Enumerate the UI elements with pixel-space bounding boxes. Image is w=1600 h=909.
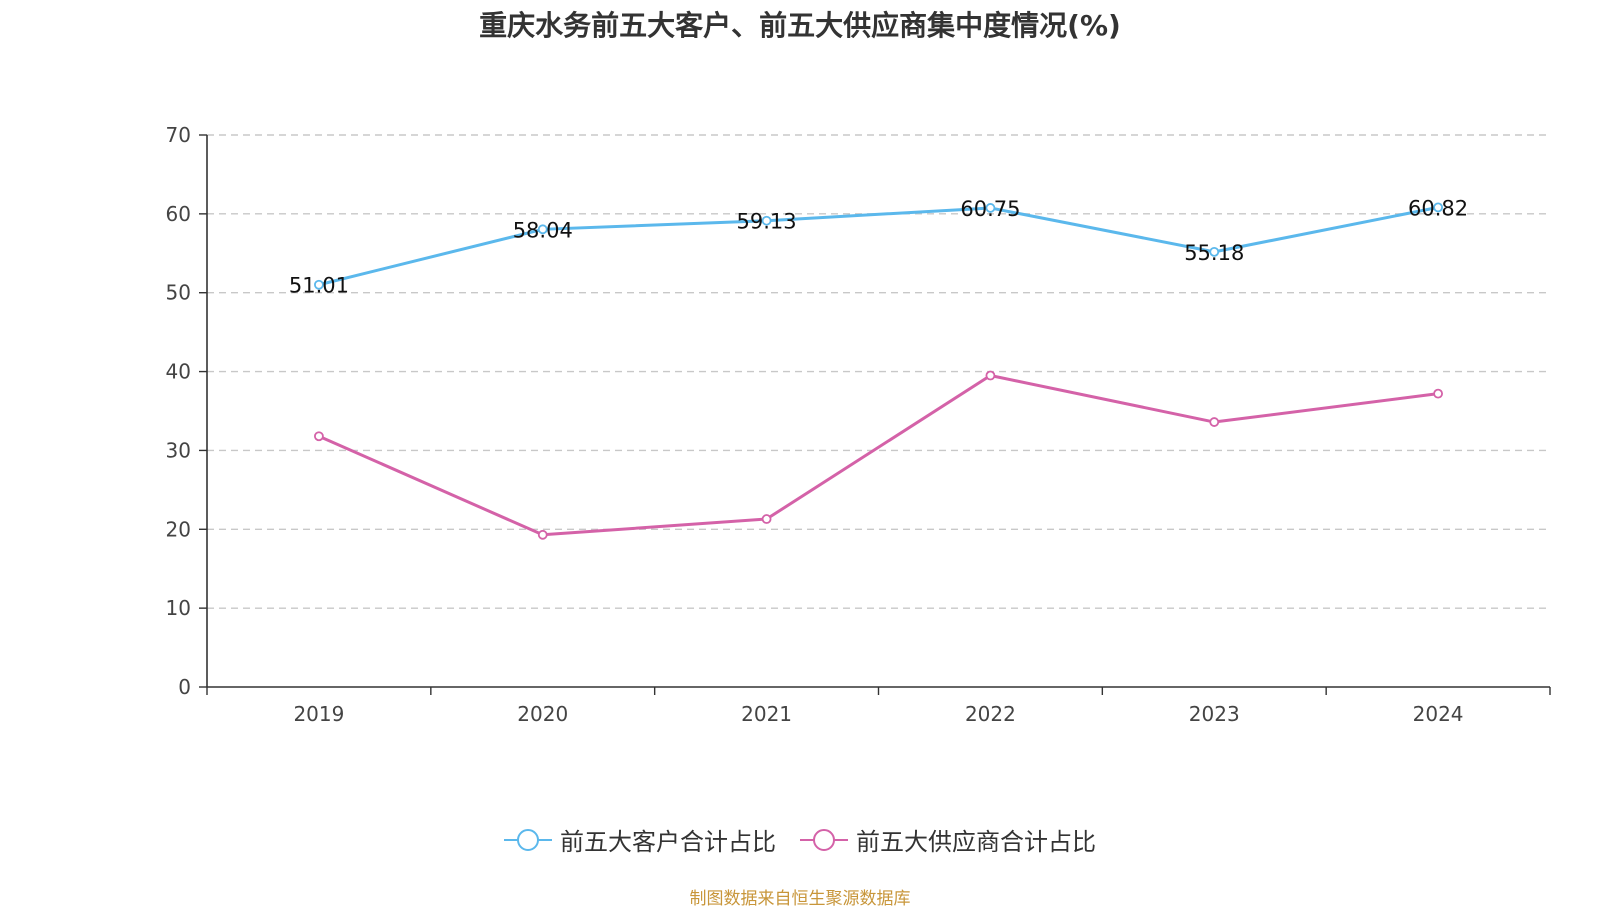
series-line-2 [318,374,1439,537]
grid-lines [207,134,1550,609]
data-label: 51.01 [289,274,349,298]
y-tick-label: 50 [166,281,191,305]
data-label: 58.04 [513,218,573,242]
data-point [761,514,772,524]
series-line-1 [318,205,1439,287]
legend-item-2[interactable]: 前五大供应商合计占比 [800,822,1096,857]
data-point [314,279,324,290]
x-tick-label: 2020 [517,702,568,726]
x-tick-label: 2021 [741,702,792,726]
data-labels: 51.01 58.04 59.13 60.75 55.18 60.82 [289,196,1468,297]
x-tick-label: 2024 [1413,702,1464,726]
data-point [1433,202,1443,213]
y-tick-label: 0 [178,675,191,699]
data-label: 60.82 [1408,196,1468,220]
legend-marker-icon [504,828,552,851]
data-point [1209,246,1220,257]
data-point [985,370,996,381]
data-point [537,529,548,540]
legend-item-1[interactable]: 前五大客户合计占比 [504,822,776,857]
y-tick-label: 60 [166,202,191,226]
data-label: 59.13 [737,210,797,234]
series-lines [314,202,1443,540]
source-note: 制图数据来自恒生聚源数据库 [689,889,911,909]
y-tick-label: 20 [166,517,191,541]
axes: 0 10 20 30 40 50 60 70 2019 2020 2021 2022 2023 2024 [166,123,1551,726]
chart-title: 重庆水务前五大客户、前五大供应商集中度情况(%) [479,9,1121,42]
x-tick-label: 2023 [1189,702,1240,726]
data-point [537,224,548,235]
data-point [314,431,324,442]
legend-label: 前五大客户合计占比 [560,828,776,856]
x-tick-label: 2019 [293,702,344,726]
data-label: 60.75 [960,197,1020,221]
y-tick-label: 40 [166,360,191,384]
data-point [761,215,772,226]
data-point [1209,417,1220,427]
data-point [1433,388,1443,399]
x-tick-label: 2022 [965,702,1016,726]
data-point [985,203,996,213]
legend-label: 前五大供应商合计占比 [856,828,1096,856]
data-label: 55.18 [1184,241,1244,265]
legend-marker-icon [800,828,848,851]
y-tick-label: 10 [166,596,191,620]
legend: 前五大客户合计占比 前五大供应商合计占比 [0,822,1600,857]
y-tick-label: 70 [166,123,191,147]
y-tick-label: 30 [166,438,191,462]
